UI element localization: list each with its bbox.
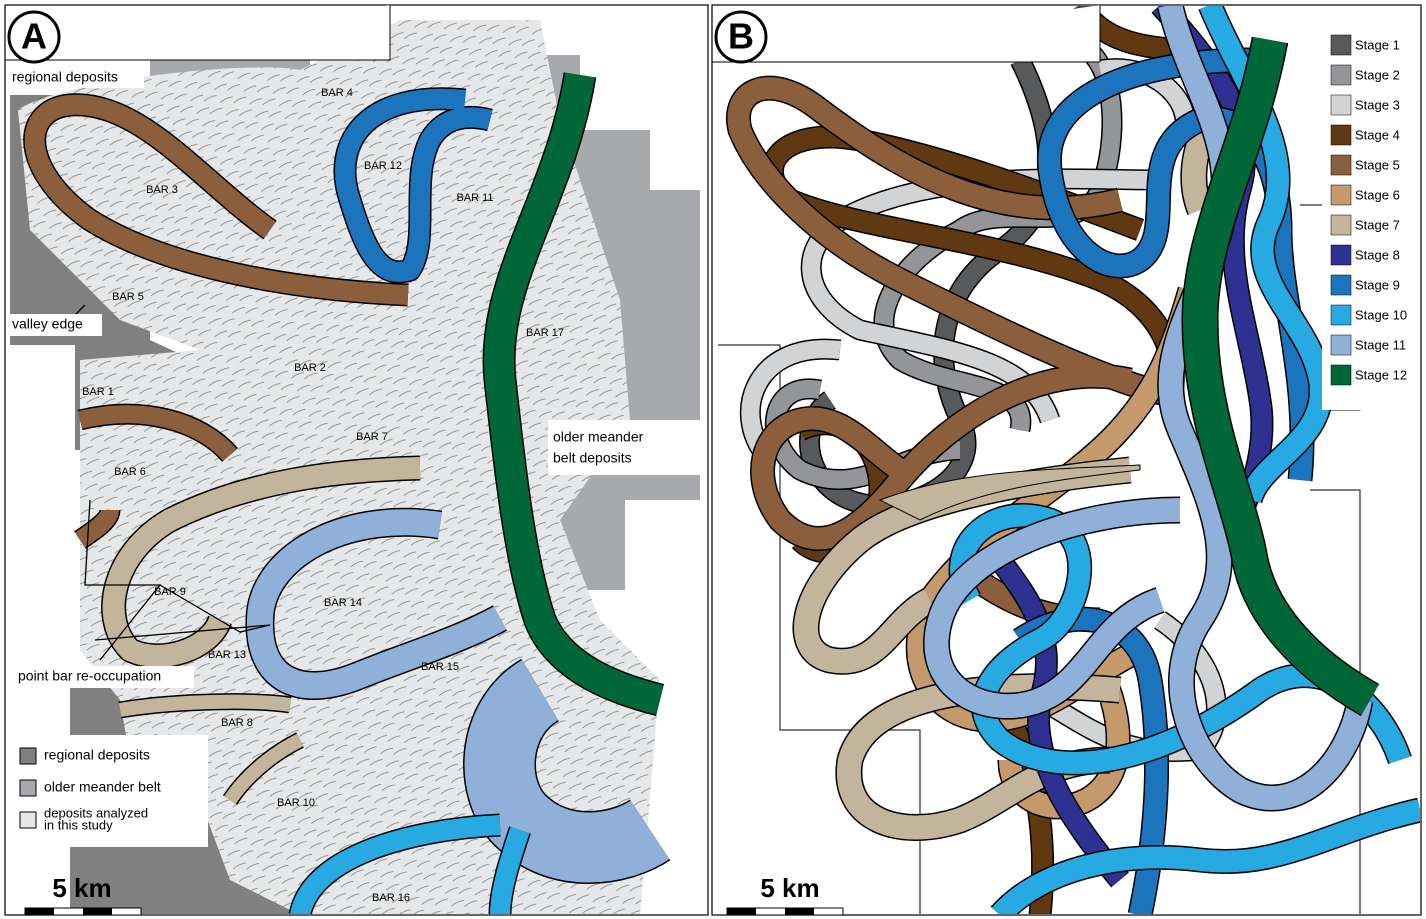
legend-swatch <box>20 780 36 796</box>
legend-label: older meander belt <box>44 779 161 795</box>
legend-swatch <box>1331 335 1351 355</box>
bar-label: BAR 3 <box>146 184 178 196</box>
legend-swatch <box>1331 95 1351 115</box>
legend-label: Stage 11 <box>1355 337 1406 352</box>
legend-label: Stage 4 <box>1355 127 1400 142</box>
legend-swatch <box>1331 275 1351 295</box>
legend-label: Stage 2 <box>1355 67 1400 82</box>
legend-swatch <box>1331 35 1351 55</box>
legend-swatch <box>1331 185 1351 205</box>
bar-label: BAR 11 <box>456 192 493 204</box>
bar-label: BAR 14 <box>324 597 362 609</box>
bar-label: BAR 9 <box>154 586 186 598</box>
legend-swatch <box>1331 245 1351 265</box>
scale-label: 5 km <box>52 873 111 903</box>
bar-label: BAR 15 <box>421 661 459 673</box>
bar-label: BAR 7 <box>356 431 388 443</box>
legend-swatch <box>20 812 36 828</box>
bar-label: BAR 2 <box>294 362 326 374</box>
legend-swatch <box>1331 65 1351 85</box>
bar-label: BAR 8 <box>221 717 253 729</box>
legend-swatch <box>1331 215 1351 235</box>
scale-bar <box>25 908 141 915</box>
bar-label: BAR 6 <box>114 466 146 478</box>
annotation: regional deposits <box>12 69 118 85</box>
legend-swatch <box>1331 365 1351 385</box>
legend-label: Stage 1 <box>1355 37 1400 52</box>
bar-label: BAR 17 <box>526 327 564 339</box>
annotation: point bar re-occupation <box>18 668 161 684</box>
bar-label: BAR 1 <box>82 386 114 398</box>
figure: A regional deposits valley edge point ba… <box>0 0 1426 919</box>
bar-label: BAR 13 <box>208 649 246 661</box>
panel-b-map <box>712 5 1421 915</box>
legend-swatch <box>1331 305 1351 325</box>
bar-label: BAR 5 <box>112 291 144 303</box>
annotation: older meander <box>553 429 644 445</box>
legend-label: Stage 5 <box>1355 157 1400 172</box>
legend-label: Stage 7 <box>1355 217 1400 232</box>
legend-label: Stage 12 <box>1355 367 1407 382</box>
legend-label: Stage 3 <box>1355 97 1400 112</box>
legend-label: Stage 8 <box>1355 247 1400 262</box>
bar-label: BAR 12 <box>364 160 402 172</box>
panel-label: A <box>21 16 47 57</box>
legend-label: in this study <box>44 817 113 832</box>
annotation: valley edge <box>12 316 83 332</box>
legend-label: regional deposits <box>44 747 150 763</box>
panel-label: B <box>728 16 754 57</box>
annotation: belt deposits <box>553 450 632 466</box>
scale-label: 5 km <box>760 873 819 903</box>
legend-label: Stage 6 <box>1355 187 1400 202</box>
legend-label: Stage 10 <box>1355 307 1407 322</box>
legend-swatch <box>1331 125 1351 145</box>
bar-label: BAR 10 <box>277 797 315 809</box>
bar-label: BAR 4 <box>321 87 353 99</box>
legend-label: Stage 9 <box>1355 277 1400 292</box>
scale-bar <box>727 908 843 915</box>
bar-label: BAR 16 <box>372 892 410 904</box>
legend-swatch <box>20 748 36 764</box>
legend-swatch <box>1331 155 1351 175</box>
